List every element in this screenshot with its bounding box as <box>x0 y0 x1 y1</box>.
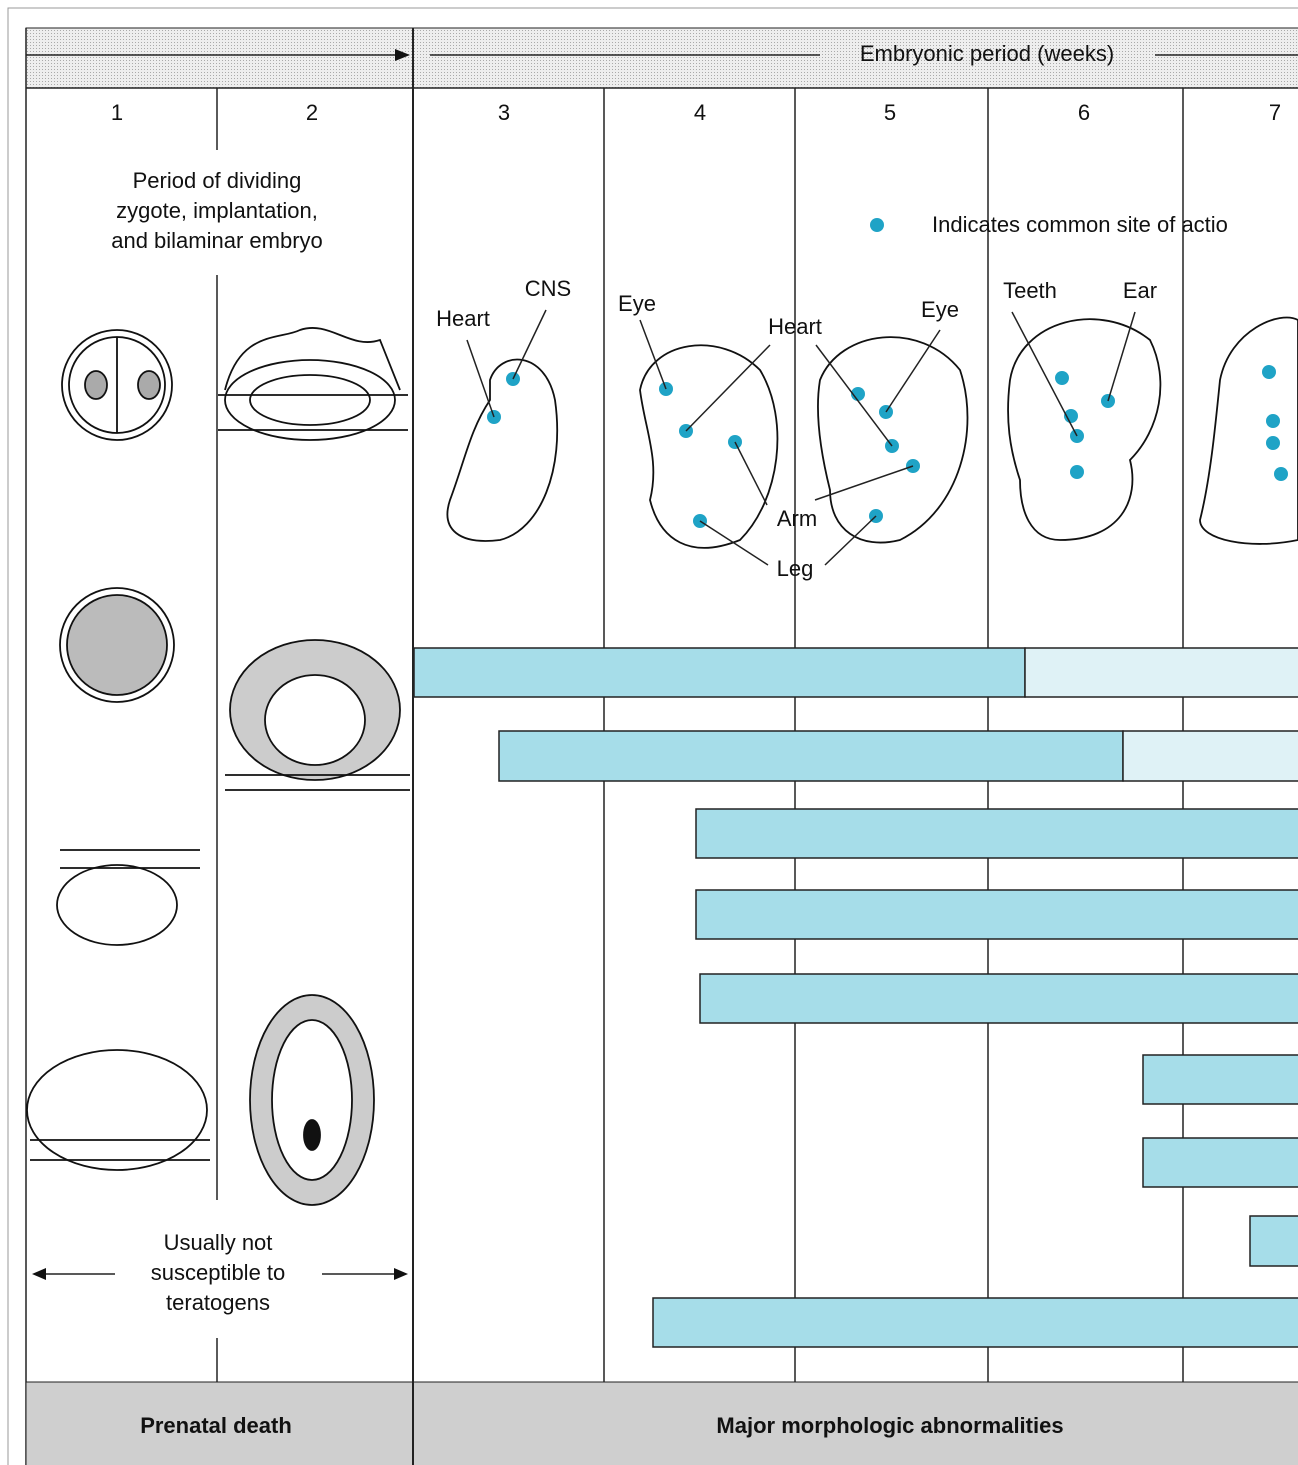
arrow-head <box>32 1268 46 1280</box>
footer-right: Major morphologic abnormalities <box>716 1413 1063 1438</box>
susceptibility-text: susceptible to <box>151 1260 286 1285</box>
organ-label: Teeth <box>1003 278 1057 303</box>
organ-label: Heart <box>768 314 822 339</box>
embryo-drawings <box>446 316 1298 549</box>
week-number: 1 <box>111 100 123 125</box>
week-number: 6 <box>1078 100 1090 125</box>
header-title: Embryonic period (weeks) <box>860 41 1114 66</box>
bars <box>413 647 1298 1348</box>
early-drawings <box>26 327 410 1206</box>
legend-text: Indicates common site of actio <box>932 212 1228 237</box>
susceptibility-text: Usually not <box>164 1230 273 1255</box>
footer-band <box>25 1381 1298 1465</box>
organ-label: Heart <box>436 306 490 331</box>
header-band <box>25 27 1298 89</box>
legend-dot <box>870 218 884 232</box>
week-number: 5 <box>884 100 896 125</box>
week-number: 2 <box>306 100 318 125</box>
week-number: 3 <box>498 100 510 125</box>
organ-label: Leg <box>777 556 814 581</box>
organ-label: Arm <box>777 506 817 531</box>
period-text: and bilaminar embryo <box>111 228 323 253</box>
organ-label: Eye <box>618 291 656 316</box>
organ-label: CNS <box>525 276 571 301</box>
arrow-head <box>394 1268 408 1280</box>
week-number: 7 <box>1269 100 1281 125</box>
week-number: 4 <box>694 100 706 125</box>
frame <box>7 7 1298 1465</box>
footer-left: Prenatal death <box>140 1413 292 1438</box>
period-text: Period of dividing <box>133 168 302 193</box>
organ-label: Eye <box>921 297 959 322</box>
arrow-head <box>395 49 410 61</box>
leader-lines <box>466 309 1136 566</box>
period-text: zygote, implantation, <box>116 198 318 223</box>
organ-label: Ear <box>1123 278 1157 303</box>
susceptibility-text: teratogens <box>166 1290 270 1315</box>
